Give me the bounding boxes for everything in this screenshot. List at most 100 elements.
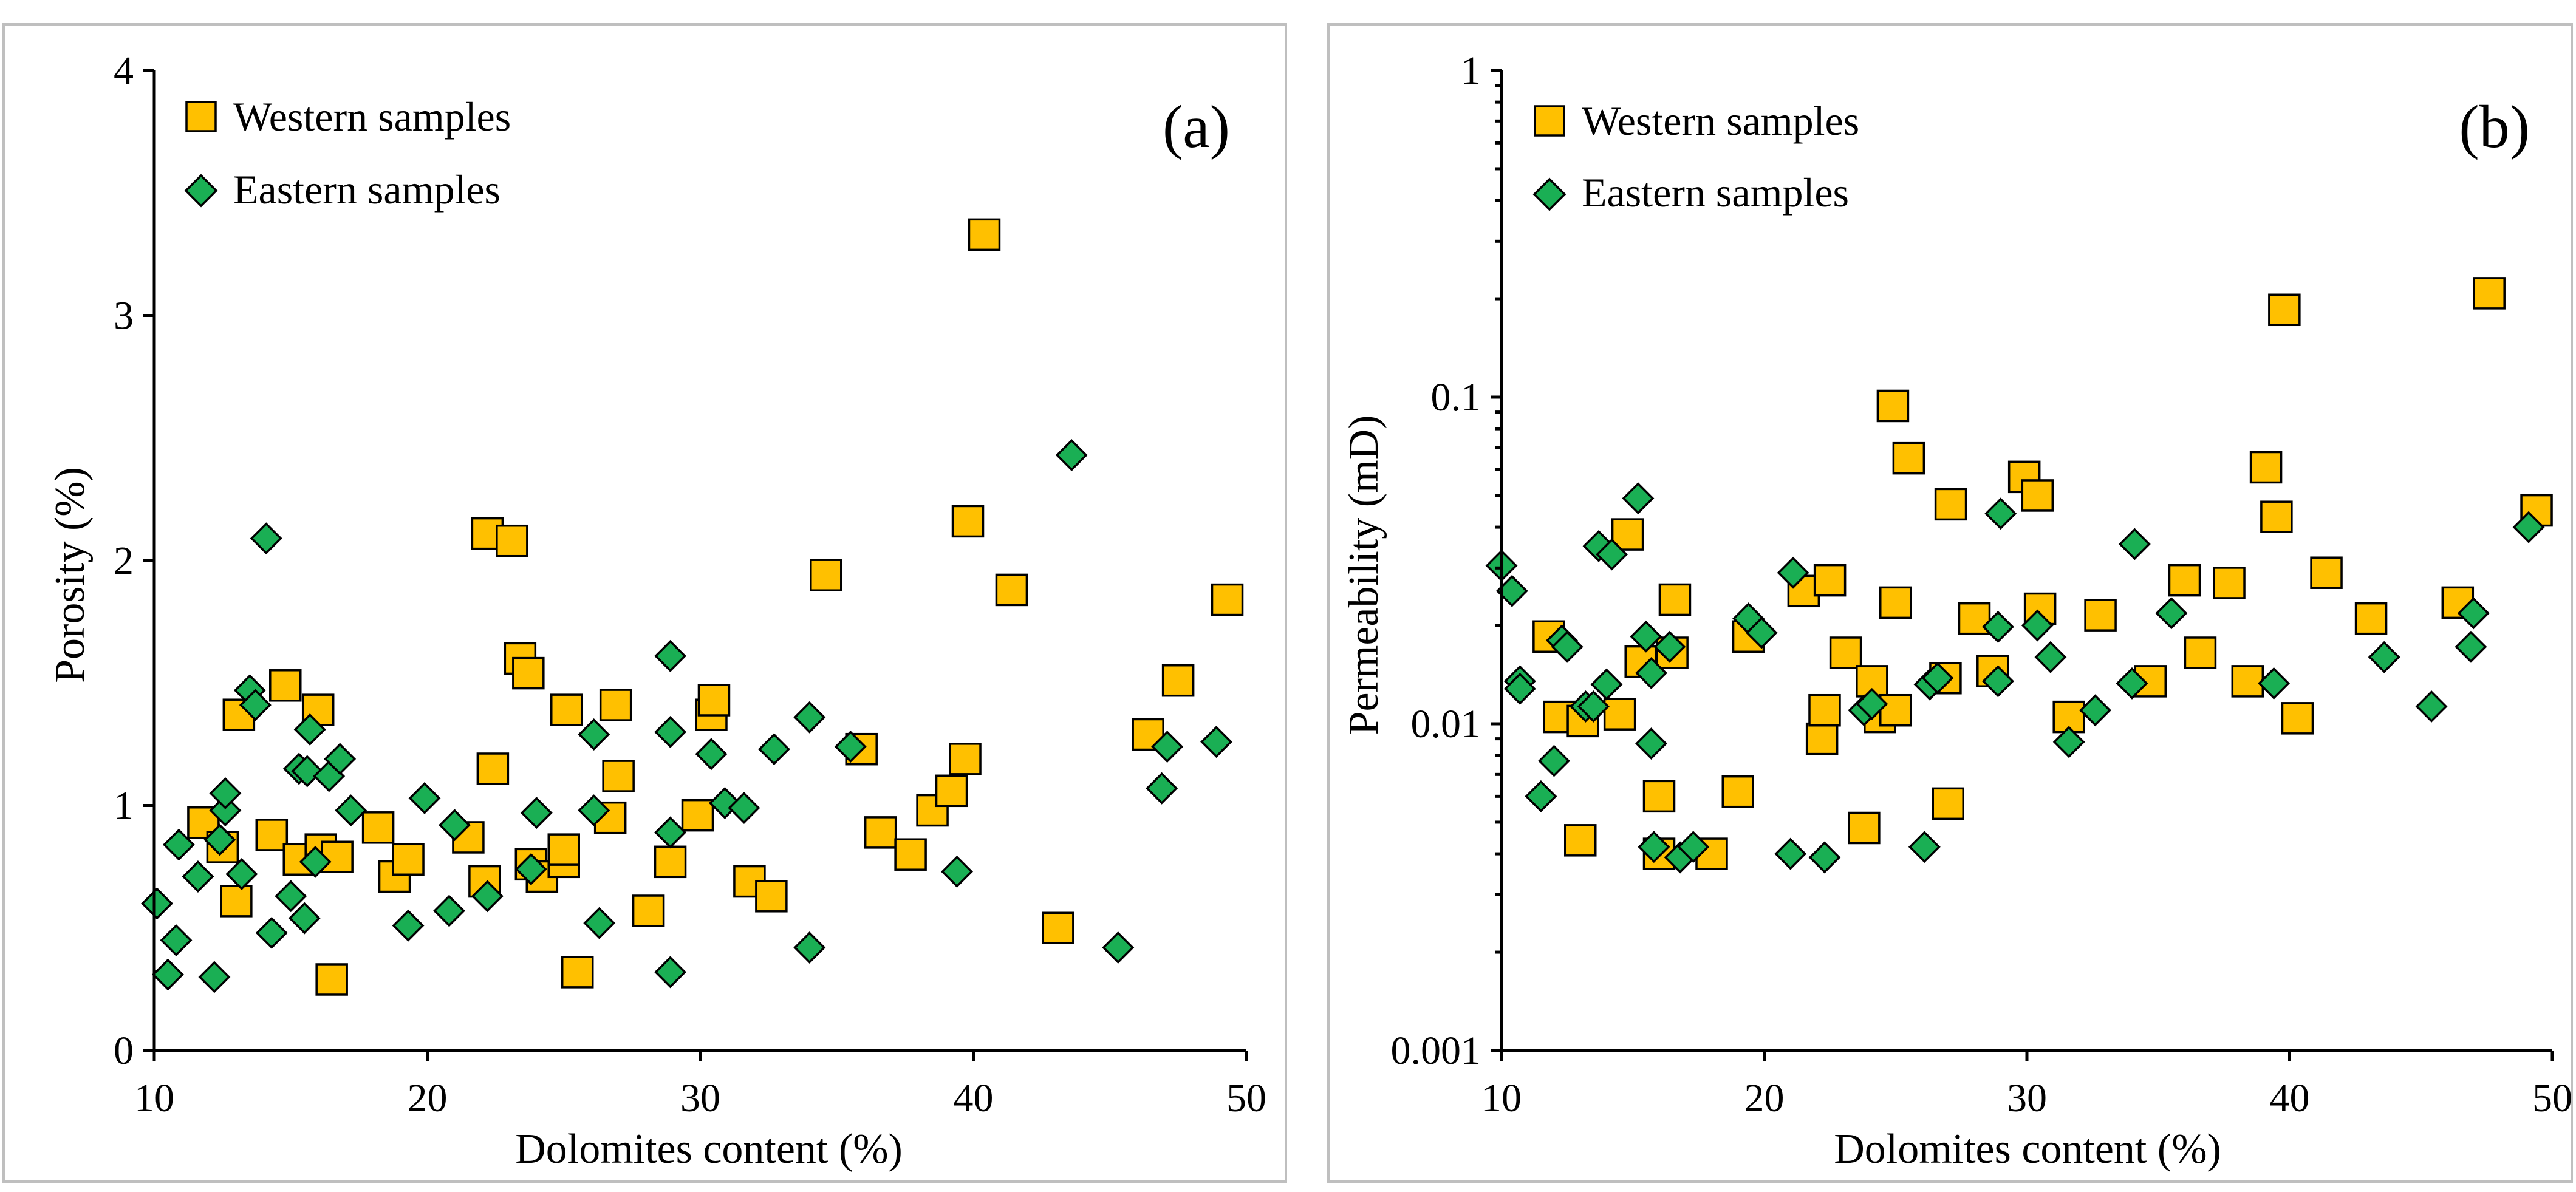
eastern-point bbox=[1102, 931, 1135, 964]
western-point bbox=[2084, 599, 2117, 632]
western-point bbox=[2473, 277, 2506, 310]
eastern-point bbox=[1856, 687, 1888, 720]
eastern-point bbox=[654, 956, 687, 989]
legend-eastern-label: Eastern samples bbox=[233, 166, 501, 213]
eastern-point bbox=[335, 794, 367, 827]
eastern-point bbox=[1808, 841, 1841, 874]
eastern-point bbox=[1984, 497, 2017, 530]
eastern-point bbox=[2116, 667, 2148, 700]
western-point bbox=[1211, 583, 1244, 616]
x-tick-label: 10 bbox=[1481, 1076, 1522, 1120]
western-point bbox=[894, 838, 927, 871]
eastern-point bbox=[793, 701, 826, 734]
eastern-point bbox=[1551, 630, 1584, 663]
legend: Western samples Eastern samples bbox=[1532, 98, 1859, 216]
eastern-point bbox=[299, 845, 332, 878]
eastern-point bbox=[1590, 668, 1623, 701]
eastern-point bbox=[1653, 630, 1686, 663]
eastern-point bbox=[520, 797, 553, 829]
western-point bbox=[1892, 441, 1925, 475]
panel-permeability: 10 20 30 40 50 0.001 0.01 0.1 1 Dolomites conten… bbox=[1327, 23, 2573, 1183]
western-point bbox=[2213, 567, 2246, 599]
western-point bbox=[1161, 664, 1195, 697]
eastern-point bbox=[1908, 831, 1941, 863]
western-point bbox=[599, 689, 632, 721]
eastern-point bbox=[1635, 727, 1667, 760]
x-tick-label: 10 bbox=[134, 1076, 174, 1120]
western-point bbox=[755, 880, 788, 913]
eastern-point bbox=[209, 794, 242, 827]
eastern-point bbox=[160, 924, 193, 956]
y-tick-label: 0.01 bbox=[1411, 702, 1481, 746]
eastern-point bbox=[514, 853, 547, 885]
x-tick-label: 30 bbox=[680, 1076, 720, 1120]
eastern-point bbox=[209, 777, 242, 809]
legend-eastern-swatch bbox=[1532, 177, 1566, 211]
ticks: 10 20 30 40 50 0.001 0.01 0.1 1 bbox=[1391, 49, 2573, 1120]
western-point bbox=[697, 684, 731, 717]
western-point bbox=[1876, 389, 1910, 423]
eastern-point bbox=[1638, 831, 1670, 863]
western-point bbox=[1805, 722, 1839, 755]
western-point bbox=[1042, 911, 1074, 944]
eastern-point bbox=[2052, 726, 2085, 758]
eastern-point bbox=[578, 794, 610, 827]
eastern-point bbox=[2258, 667, 2291, 700]
y-tick-label: 1 bbox=[1461, 49, 1481, 93]
y-tick-label: 2 bbox=[114, 539, 134, 583]
eastern-point bbox=[1981, 665, 2014, 698]
scatter-points bbox=[1485, 277, 2553, 874]
western-point bbox=[561, 956, 594, 989]
western-point bbox=[1813, 564, 1847, 597]
eastern-point bbox=[654, 816, 687, 849]
western-point bbox=[1932, 787, 1964, 820]
western-point bbox=[476, 752, 510, 785]
x-tick-label: 50 bbox=[2532, 1076, 2572, 1120]
western-point bbox=[361, 811, 395, 844]
eastern-point bbox=[695, 738, 728, 771]
eastern-point bbox=[1635, 656, 1667, 689]
western-point bbox=[602, 760, 635, 792]
eastern-point bbox=[1525, 780, 1557, 812]
western-point bbox=[1879, 693, 1912, 727]
western-point bbox=[2249, 451, 2283, 484]
western-point bbox=[949, 743, 982, 775]
eastern-point bbox=[438, 809, 471, 842]
eastern-point bbox=[1055, 439, 1088, 471]
eastern-point bbox=[1151, 731, 1184, 763]
western-point bbox=[2184, 636, 2217, 669]
panel-porosity: 10 20 30 40 50 0 1 2 3 4 Dolomites content (%) Po… bbox=[2, 23, 1287, 1183]
legend-item-eastern: Eastern samples bbox=[1532, 169, 1849, 216]
western-point bbox=[951, 505, 985, 538]
western-point bbox=[220, 885, 253, 918]
x-tick-label: 30 bbox=[2007, 1076, 2047, 1120]
western-point bbox=[1721, 775, 1754, 808]
western-point bbox=[1848, 811, 1881, 845]
x-tick-label: 50 bbox=[1226, 1076, 1266, 1120]
eastern-point bbox=[152, 958, 184, 991]
western-point bbox=[1658, 583, 1692, 616]
western-point bbox=[550, 693, 583, 726]
eastern-point bbox=[255, 916, 288, 949]
western-point bbox=[2281, 702, 2314, 735]
x-tick-label: 20 bbox=[408, 1076, 448, 1120]
western-point bbox=[315, 963, 348, 996]
western-point bbox=[392, 843, 425, 876]
western-point bbox=[2231, 665, 2264, 698]
eastern-point bbox=[1921, 662, 1954, 695]
eastern-point bbox=[2368, 641, 2400, 673]
eastern-point bbox=[1503, 672, 1536, 705]
eastern-point bbox=[203, 823, 236, 856]
eastern-point bbox=[288, 902, 321, 935]
western-point bbox=[512, 656, 545, 690]
western-point bbox=[995, 573, 1028, 607]
panel-label: (a) bbox=[1163, 93, 1230, 160]
y-tick-label: 0.001 bbox=[1391, 1029, 1481, 1073]
eastern-point bbox=[834, 731, 867, 763]
legend-item-western: Western samples bbox=[185, 94, 511, 140]
eastern-point bbox=[2415, 690, 2448, 723]
eastern-point bbox=[141, 887, 173, 920]
western-point bbox=[2354, 602, 2388, 635]
legend-item-western: Western samples bbox=[1534, 98, 1859, 144]
